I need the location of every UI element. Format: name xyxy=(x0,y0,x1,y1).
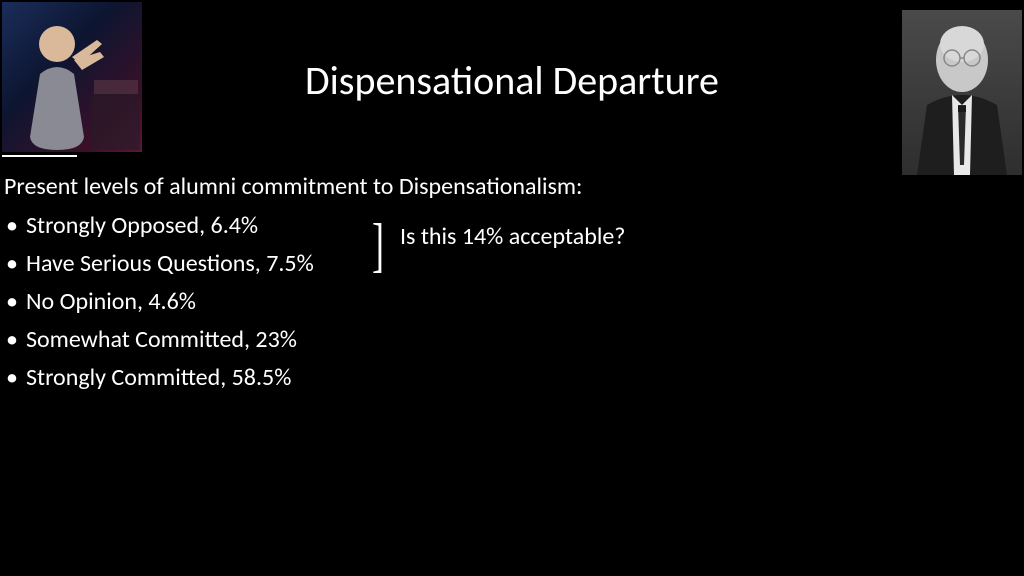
bullet-item: Strongly Committed, 58.5% xyxy=(4,359,314,397)
bullet-item: No Opinion, 4.6% xyxy=(4,283,314,321)
grouping-bracket: ] xyxy=(372,205,384,285)
image-underline xyxy=(2,155,77,157)
bullet-item: Somewhat Committed, 23% xyxy=(4,321,314,359)
bullet-list: Strongly Opposed, 6.4% Have Serious Ques… xyxy=(4,207,314,397)
bullet-item: Have Serious Questions, 7.5% xyxy=(4,245,314,283)
annotation-text: Is this 14% acceptable? xyxy=(400,222,625,251)
slide-title: Dispensational Departure xyxy=(0,56,1024,105)
intro-text: Present levels of alumni commitment to D… xyxy=(4,172,582,201)
bullet-item: Strongly Opposed, 6.4% xyxy=(4,207,314,245)
